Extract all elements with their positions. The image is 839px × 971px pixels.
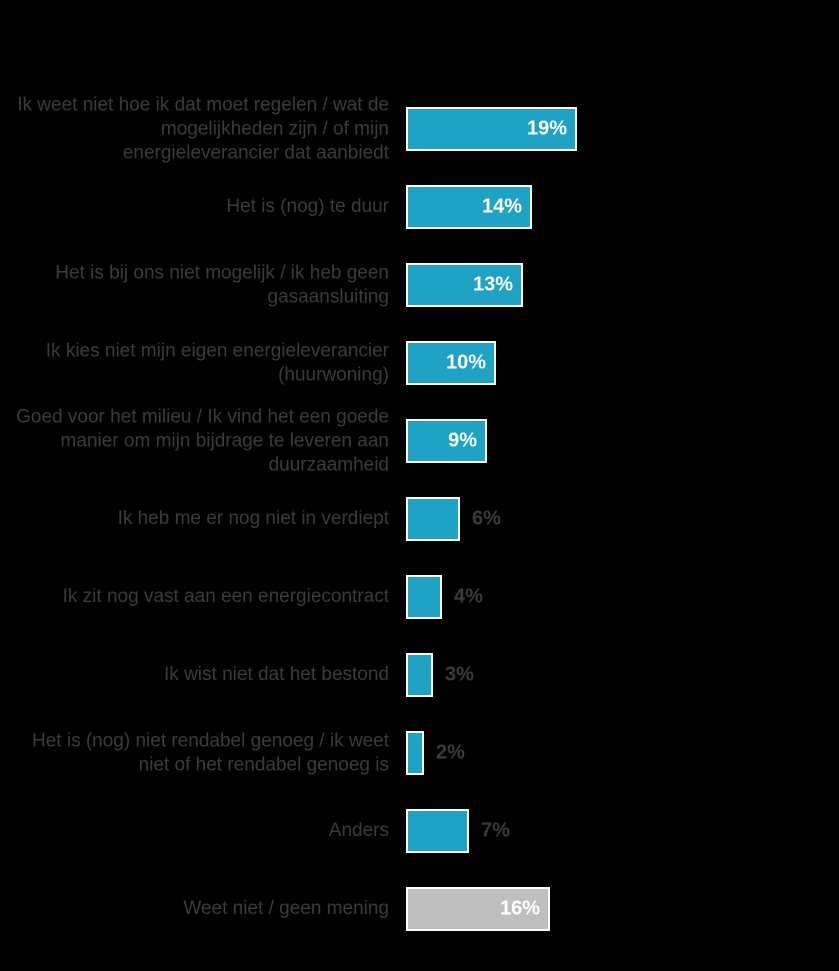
bar-area: 9%	[406, 419, 819, 463]
category-label: Ik zit nog vast aan een energiecontract	[0, 585, 395, 609]
chart-row: Ik wist niet dat het bestond 3%	[0, 636, 839, 714]
value-label: 2%	[436, 742, 465, 765]
value-label: 10%	[446, 352, 486, 375]
chart-row: Het is (nog) niet rendabel genoeg / ik w…	[0, 714, 839, 792]
category-label: Ik heb me er nog niet in verdiept	[0, 507, 395, 531]
bar-area: 3%	[406, 653, 819, 697]
chart-row: Ik kies niet mijn eigen energieleveranci…	[0, 324, 839, 402]
bar	[406, 809, 469, 853]
bar-area: 6%	[406, 497, 819, 541]
value-label: 13%	[473, 274, 513, 297]
bar-area: 2%	[406, 731, 819, 775]
value-label: 19%	[527, 118, 567, 141]
bar	[406, 497, 460, 541]
chart-row: Ik heb me er nog niet in verdiept 6%	[0, 480, 839, 558]
chart-row: Het is bij ons niet mogelijk / ik heb ge…	[0, 246, 839, 324]
category-label: Het is (nog) niet rendabel genoeg / ik w…	[0, 729, 395, 777]
category-label: Anders	[0, 819, 395, 843]
bar	[406, 731, 424, 775]
value-label: 3%	[445, 664, 474, 687]
bar-area: 16%	[406, 887, 819, 931]
category-label: Ik kies niet mijn eigen energieleveranci…	[0, 339, 395, 387]
bar-chart: Ik weet niet hoe ik dat moet regelen / w…	[0, 0, 839, 971]
chart-row: Weet niet / geen mening 16%	[0, 870, 839, 948]
value-label: 6%	[472, 508, 501, 531]
value-label: 4%	[454, 586, 483, 609]
chart-row: Ik weet niet hoe ik dat moet regelen / w…	[0, 90, 839, 168]
bar-area: 7%	[406, 809, 819, 853]
category-label: Weet niet / geen mening	[0, 897, 395, 921]
category-label: Het is (nog) te duur	[0, 195, 395, 219]
bar	[406, 575, 442, 619]
chart-row: Ik zit nog vast aan een energiecontract 4…	[0, 558, 839, 636]
bar-area: 19%	[406, 107, 819, 151]
bar-area: 4%	[406, 575, 819, 619]
value-label: 9%	[448, 430, 477, 453]
category-label: Het is bij ons niet mogelijk / ik heb ge…	[0, 261, 395, 309]
bar	[406, 653, 433, 697]
bar-area: 10%	[406, 341, 819, 385]
bar-area: 13%	[406, 263, 819, 307]
chart-row: Anders 7%	[0, 792, 839, 870]
category-label: Ik weet niet hoe ik dat moet regelen / w…	[0, 93, 395, 164]
chart-row: Het is (nog) te duur 14%	[0, 168, 839, 246]
value-label: 7%	[481, 820, 510, 843]
category-label: Ik wist niet dat het bestond	[0, 663, 395, 687]
category-label: Goed voor het milieu / Ik vind het een g…	[0, 405, 395, 476]
value-label: 14%	[482, 196, 522, 219]
value-label: 16%	[500, 898, 540, 921]
chart-row: Goed voor het milieu / Ik vind het een g…	[0, 402, 839, 480]
bar-area: 14%	[406, 185, 819, 229]
